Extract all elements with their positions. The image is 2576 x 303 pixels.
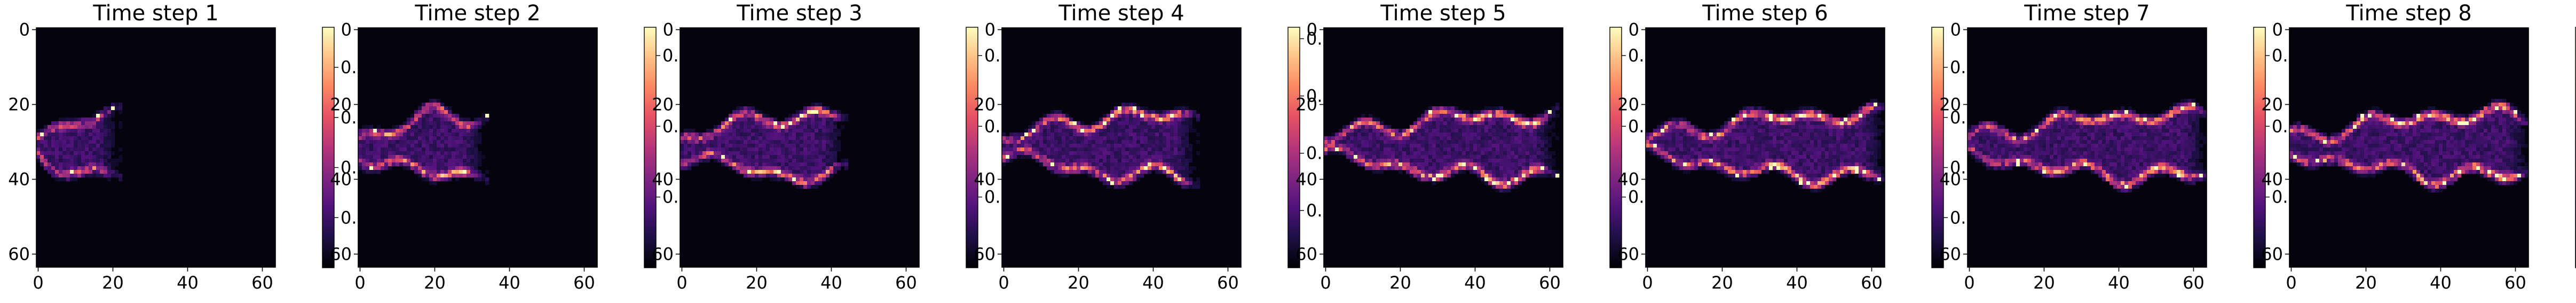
x-tick-label: 60 <box>573 273 595 293</box>
y-tick-label: 20 <box>330 95 352 115</box>
x-tick-label: 0 <box>1642 273 1653 293</box>
y-tick-label: 0 <box>985 20 995 40</box>
x-tick-label: 0 <box>676 273 687 293</box>
y-tick-label: 20 <box>1617 95 1639 115</box>
y-tick-label: 40 <box>2261 169 2283 190</box>
panel-4: Time step 4020406002040600.010.020.030.0… <box>974 1 1344 293</box>
x-tick-label: 60 <box>1861 273 1883 293</box>
x-tick-label: 40 <box>2108 273 2130 293</box>
x-tick-label: 40 <box>1464 273 1486 293</box>
x-tick-label: 40 <box>499 273 520 293</box>
x-tick-label: 20 <box>2033 273 2055 293</box>
x-tick-label: 20 <box>424 273 446 293</box>
x-axis-ticks: 0 20 40 60 <box>1642 267 1883 293</box>
y-tick-label: 40 <box>8 169 30 190</box>
panel-title: Time step 2 <box>414 1 540 26</box>
colorbar-gradient <box>1932 27 1943 268</box>
y-tick-label: 20 <box>652 95 674 115</box>
y-tick-label: 40 <box>652 169 674 190</box>
panel-1: Time step 1020406002040600.010.020.030.0… <box>8 1 378 293</box>
panel-8: Time step 8020406002040600.020.040.06 <box>2261 1 2576 293</box>
x-axis-ticks: 0 20 40 60 <box>676 267 917 293</box>
x-tick-label: 40 <box>1786 273 1808 293</box>
panel-title: Time step 1 <box>92 1 218 26</box>
x-tick-label: 20 <box>2355 273 2377 293</box>
x-tick-label: 0 <box>998 273 1009 293</box>
panel-title: Time step 4 <box>1058 1 1184 26</box>
y-tick-label: 0 <box>663 20 674 40</box>
x-tick-label: 60 <box>1217 273 1239 293</box>
y-tick-label: 60 <box>974 244 995 265</box>
x-tick-label: 0 <box>354 273 365 293</box>
panel-title: Time step 7 <box>2024 1 2150 26</box>
colorbar-gradient <box>1288 27 1300 268</box>
x-axis-ticks: 0 20 40 60 <box>354 267 595 293</box>
colorbar-gradient <box>2254 27 2265 268</box>
x-tick-label: 0 <box>33 273 43 293</box>
colorbar-gradient <box>322 27 334 268</box>
y-tick-label: 0 <box>19 20 30 40</box>
x-axis-ticks: 0 20 40 60 <box>1964 267 2204 293</box>
y-tick-label: 60 <box>8 244 30 265</box>
panel-title: Time step 3 <box>736 1 862 26</box>
panel-7: Time step 7020406002040600.010.020.03 <box>1939 1 2310 293</box>
colorbar-gradient <box>966 27 978 268</box>
y-tick-label: 0 <box>2272 20 2283 40</box>
y-tick-label: 60 <box>2261 244 2283 265</box>
y-tick-label: 60 <box>330 244 352 265</box>
x-tick-label: 40 <box>177 273 199 293</box>
y-tick-label: 20 <box>974 95 995 115</box>
x-tick-label: 60 <box>1539 273 1561 293</box>
x-tick-label: 20 <box>1389 273 1411 293</box>
y-tick-label: 40 <box>974 169 995 190</box>
panel-2: Time step 2020406002040600.010.020.03 <box>330 1 700 293</box>
x-tick-label: 20 <box>1068 273 1089 293</box>
y-tick-label: 20 <box>8 95 30 115</box>
x-axis-ticks: 0 20 40 60 <box>2286 267 2526 293</box>
y-axis-ticks: 0 20 40 60 <box>8 20 36 265</box>
panel-title: Time step 6 <box>1702 1 1828 26</box>
y-tick-label: 40 <box>330 169 352 190</box>
colorbar-gradient <box>644 27 656 268</box>
x-tick-label: 0 <box>1320 273 1331 293</box>
x-tick-label: 60 <box>895 273 917 293</box>
y-tick-label: 60 <box>1295 244 1317 265</box>
x-tick-label: 60 <box>251 273 273 293</box>
y-tick-label: 60 <box>1939 244 1961 265</box>
panel-3: Time step 3020406002040600.010.020.03 <box>652 1 1022 293</box>
colorbar-gradient <box>1610 27 1622 268</box>
x-tick-label: 60 <box>2183 273 2204 293</box>
x-tick-label: 60 <box>2504 273 2526 293</box>
x-tick-label: 40 <box>820 273 842 293</box>
x-tick-label: 0 <box>1964 273 1974 293</box>
x-tick-label: 0 <box>2286 273 2296 293</box>
y-tick-label: 0 <box>1950 20 1961 40</box>
x-axis-ticks: 0 20 40 60 <box>998 267 1239 293</box>
y-tick-label: 60 <box>652 244 674 265</box>
y-tick-label: 0 <box>341 20 352 40</box>
panel-6: Time step 6020406002040600.010.020.030.0… <box>1617 1 1988 293</box>
x-tick-label: 40 <box>2430 273 2452 293</box>
panel-title: Time step 8 <box>2345 1 2471 26</box>
x-tick-label: 20 <box>102 273 124 293</box>
y-tick-label: 20 <box>2261 95 2283 115</box>
x-tick-label: 20 <box>1711 273 1733 293</box>
y-tick-label: 40 <box>1295 169 1317 190</box>
y-tick-label: 60 <box>1617 244 1639 265</box>
y-tick-label: 0 <box>1307 20 1317 40</box>
y-tick-label: 20 <box>1295 95 1317 115</box>
panel-title: Time step 5 <box>1380 1 1506 26</box>
x-axis-ticks: 0 20 40 60 <box>1320 267 1561 293</box>
x-tick-label: 40 <box>1142 273 1164 293</box>
y-tick-label: 40 <box>1939 169 1961 190</box>
x-axis-ticks: 0 20 40 60 <box>33 267 273 293</box>
panel-5: Time step 5020406002040600.010.020.03 <box>1295 1 1666 293</box>
x-tick-label: 20 <box>746 273 768 293</box>
y-tick-label: 40 <box>1617 169 1639 190</box>
y-tick-label: 0 <box>1629 20 1639 40</box>
y-tick-label: 20 <box>1939 95 1961 115</box>
